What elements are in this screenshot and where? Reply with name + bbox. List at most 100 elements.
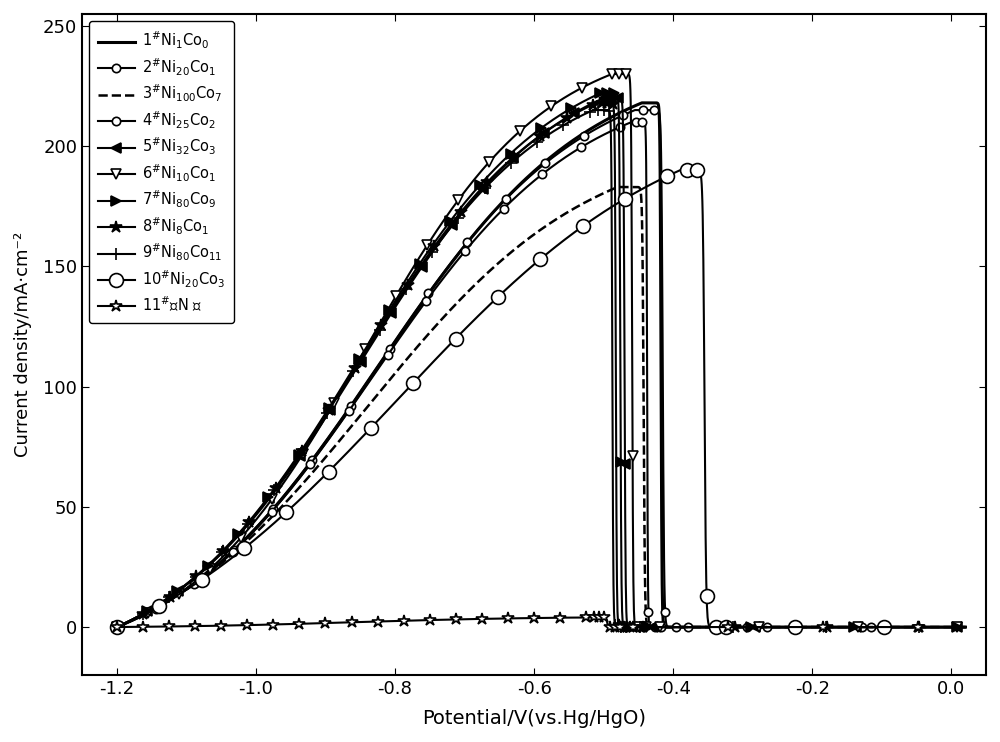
5$^{\#}$Ni$_{32}$Co$_3$	[959, 623, 971, 631]
1$^{\#}$Ni$_1$Co$_0$	[657, 614, 669, 623]
10$^{\#}$Ni$_{20}$Co$_3$	[674, 165, 686, 174]
Line: 7$^{\#}$Ni$_{80}$Co$_9$: 7$^{\#}$Ni$_{80}$Co$_9$	[112, 88, 970, 632]
6$^{\#}$Ni$_{10}$Co$_1$	[959, 623, 971, 631]
6$^{\#}$Ni$_{10}$Co$_1$	[111, 623, 123, 631]
6$^{\#}$Ni$_{10}$Co$_1$	[710, 623, 722, 631]
2$^{\#}$Ni$_{20}$Co$_1$	[660, 614, 672, 623]
4$^{\#}$Ni$_{25}$Co$_2$	[745, 623, 757, 631]
Line: 2$^{\#}$Ni$_{20}$Co$_1$: 2$^{\#}$Ni$_{20}$Co$_1$	[113, 106, 969, 631]
5$^{\#}$Ni$_{32}$Co$_3$	[704, 623, 716, 631]
8$^{\#}$Ni$_8$Co$_1$	[591, 99, 603, 108]
Line: 10$^{\#}$Ni$_{20}$Co$_3$: 10$^{\#}$Ni$_{20}$Co$_3$	[110, 163, 972, 634]
2$^{\#}$Ni$_{20}$Co$_1$	[236, 538, 248, 547]
2$^{\#}$Ni$_{20}$Co$_1$	[959, 623, 971, 631]
1$^{\#}$Ni$_1$Co$_0$	[237, 536, 249, 545]
3$^{\#}$Ni$_{100}$Co$_7$	[959, 623, 971, 631]
11$^{\#}$纯N 片	[959, 623, 971, 631]
8$^{\#}$Ni$_8$Co$_1$	[593, 99, 605, 108]
11$^{\#}$纯N 片	[225, 621, 237, 630]
1$^{\#}$Ni$_1$Co$_0$	[757, 623, 769, 631]
6$^{\#}$Ni$_{10}$Co$_1$	[628, 613, 640, 622]
6$^{\#}$Ni$_{10}$Co$_1$	[256, 508, 268, 516]
8$^{\#}$Ni$_8$Co$_1$	[226, 536, 238, 545]
2$^{\#}$Ni$_{20}$Co$_1$	[765, 623, 777, 631]
4$^{\#}$Ni$_{25}$Co$_2$	[718, 623, 730, 631]
5$^{\#}$Ni$_{32}$Co$_3$	[600, 93, 612, 102]
11$^{\#}$纯N 片	[603, 623, 615, 631]
3$^{\#}$Ni$_{100}$Co$_7$	[111, 623, 123, 631]
9$^{\#}$Ni$_{80}$Co$_{11}$	[693, 623, 705, 631]
1$^{\#}$Ni$_1$Co$_0$	[636, 99, 648, 108]
Line: 4$^{\#}$Ni$_{25}$Co$_2$: 4$^{\#}$Ni$_{25}$Co$_2$	[113, 118, 969, 631]
5$^{\#}$Ni$_{32}$Co$_3$	[254, 506, 266, 515]
1$^{\#}$Ni$_1$Co$_0$	[638, 99, 650, 108]
9$^{\#}$Ni$_{80}$Co$_{11}$	[111, 623, 123, 631]
X-axis label: Potential/V(vs.Hg/HgO): Potential/V(vs.Hg/HgO)	[422, 709, 646, 728]
11$^{\#}$纯N 片	[584, 613, 596, 622]
Line: 5$^{\#}$Ni$_{32}$Co$_3$: 5$^{\#}$Ni$_{32}$Co$_3$	[112, 93, 970, 632]
4$^{\#}$Ni$_{25}$Co$_2$	[235, 540, 247, 549]
10$^{\#}$Ni$_{20}$Co$_3$	[771, 623, 783, 631]
Legend: 1$^{\#}$Ni$_1$Co$_0$, 2$^{\#}$Ni$_{20}$Co$_1$, 3$^{\#}$Ni$_{100}$Co$_7$, 4$^{\#}: 1$^{\#}$Ni$_1$Co$_0$, 2$^{\#}$Ni$_{20}$C…	[89, 22, 234, 323]
9$^{\#}$Ni$_{80}$Co$_{11}$	[723, 623, 735, 631]
10$^{\#}$Ni$_{20}$Co$_3$	[111, 623, 123, 631]
1$^{\#}$Ni$_1$Co$_0$	[111, 623, 123, 631]
6$^{\#}$Ni$_{10}$Co$_1$	[737, 623, 749, 631]
3$^{\#}$Ni$_{100}$Co$_7$	[615, 183, 627, 191]
10$^{\#}$Ni$_{20}$Co$_3$	[276, 511, 288, 520]
5$^{\#}$Ni$_{32}$Co$_3$	[598, 93, 610, 102]
9$^{\#}$Ni$_{80}$Co$_{11}$	[608, 614, 620, 623]
9$^{\#}$Ni$_{80}$Co$_{11}$	[959, 623, 971, 631]
8$^{\#}$Ni$_8$Co$_1$	[959, 623, 971, 631]
Line: 6$^{\#}$Ni$_{10}$Co$_1$: 6$^{\#}$Ni$_{10}$Co$_1$	[112, 69, 970, 632]
1$^{\#}$Ni$_1$Co$_0$	[265, 508, 277, 516]
2$^{\#}$Ni$_{20}$Co$_1$	[629, 105, 641, 114]
Line: 1$^{\#}$Ni$_1$Co$_0$: 1$^{\#}$Ni$_1$Co$_0$	[117, 103, 965, 627]
Line: 8$^{\#}$Ni$_8$Co$_1$: 8$^{\#}$Ni$_8$Co$_1$	[111, 96, 971, 634]
Line: 11$^{\#}$纯N 片: 11$^{\#}$纯N 片	[111, 611, 971, 634]
7$^{\#}$Ni$_{80}$Co$_9$	[227, 535, 239, 544]
2$^{\#}$Ni$_{20}$Co$_1$	[632, 105, 644, 114]
10$^{\#}$Ni$_{20}$Co$_3$	[246, 537, 258, 546]
10$^{\#}$Ni$_{20}$Co$_3$	[792, 623, 804, 631]
8$^{\#}$Ni$_8$Co$_1$	[696, 623, 708, 631]
5$^{\#}$Ni$_{32}$Co$_3$	[228, 536, 240, 545]
7$^{\#}$Ni$_{80}$Co$_9$	[729, 623, 741, 631]
3$^{\#}$Ni$_{100}$Co$_7$	[750, 623, 762, 631]
Line: 9$^{\#}$Ni$_{80}$Co$_{11}$: 9$^{\#}$Ni$_{80}$Co$_{11}$	[111, 105, 971, 633]
5$^{\#}$Ni$_{32}$Co$_3$	[111, 623, 123, 631]
4$^{\#}$Ni$_{25}$Co$_2$	[625, 118, 637, 127]
10$^{\#}$Ni$_{20}$Co$_3$	[701, 601, 713, 610]
5$^{\#}$Ni$_{32}$Co$_3$	[733, 623, 745, 631]
11$^{\#}$纯N 片	[586, 613, 598, 622]
5$^{\#}$Ni$_{32}$Co$_3$	[621, 614, 633, 623]
6$^{\#}$Ni$_{10}$Co$_1$	[608, 70, 620, 79]
8$^{\#}$Ni$_8$Co$_1$	[725, 623, 737, 631]
4$^{\#}$Ni$_{25}$Co$_2$	[627, 118, 639, 127]
6$^{\#}$Ni$_{10}$Co$_1$	[230, 539, 242, 548]
4$^{\#}$Ni$_{25}$Co$_2$	[643, 614, 655, 623]
7$^{\#}$Ni$_{80}$Co$_9$	[616, 613, 628, 622]
7$^{\#}$Ni$_{80}$Co$_9$	[700, 623, 712, 631]
3$^{\#}$Ni$_{100}$Co$_7$	[724, 623, 736, 631]
1$^{\#}$Ni$_1$Co$_0$	[732, 623, 744, 631]
Line: 3$^{\#}$Ni$_{100}$Co$_7$: 3$^{\#}$Ni$_{100}$Co$_7$	[117, 187, 965, 627]
6$^{\#}$Ni$_{10}$Co$_1$	[606, 70, 618, 79]
11$^{\#}$纯N 片	[718, 623, 730, 631]
7$^{\#}$Ni$_{80}$Co$_9$	[597, 89, 609, 98]
4$^{\#}$Ni$_{25}$Co$_2$	[262, 511, 274, 520]
3$^{\#}$Ni$_{100}$Co$_7$	[640, 615, 652, 624]
2$^{\#}$Ni$_{20}$Co$_1$	[740, 623, 752, 631]
7$^{\#}$Ni$_{80}$Co$_9$	[253, 505, 265, 514]
3$^{\#}$Ni$_{100}$Co$_7$	[258, 521, 270, 530]
3$^{\#}$Ni$_{100}$Co$_7$	[612, 183, 624, 191]
9$^{\#}$Ni$_{80}$Co$_{11}$	[251, 509, 263, 518]
1$^{\#}$Ni$_1$Co$_0$	[959, 623, 971, 631]
10$^{\#}$Ni$_{20}$Co$_3$	[959, 623, 971, 631]
8$^{\#}$Ni$_8$Co$_1$	[252, 508, 264, 516]
8$^{\#}$Ni$_8$Co$_1$	[111, 623, 123, 631]
2$^{\#}$Ni$_{20}$Co$_1$	[263, 509, 275, 518]
10$^{\#}$Ni$_{20}$Co$_3$	[677, 165, 689, 174]
7$^{\#}$Ni$_{80}$Co$_9$	[594, 89, 606, 98]
4$^{\#}$Ni$_{25}$Co$_2$	[959, 623, 971, 631]
